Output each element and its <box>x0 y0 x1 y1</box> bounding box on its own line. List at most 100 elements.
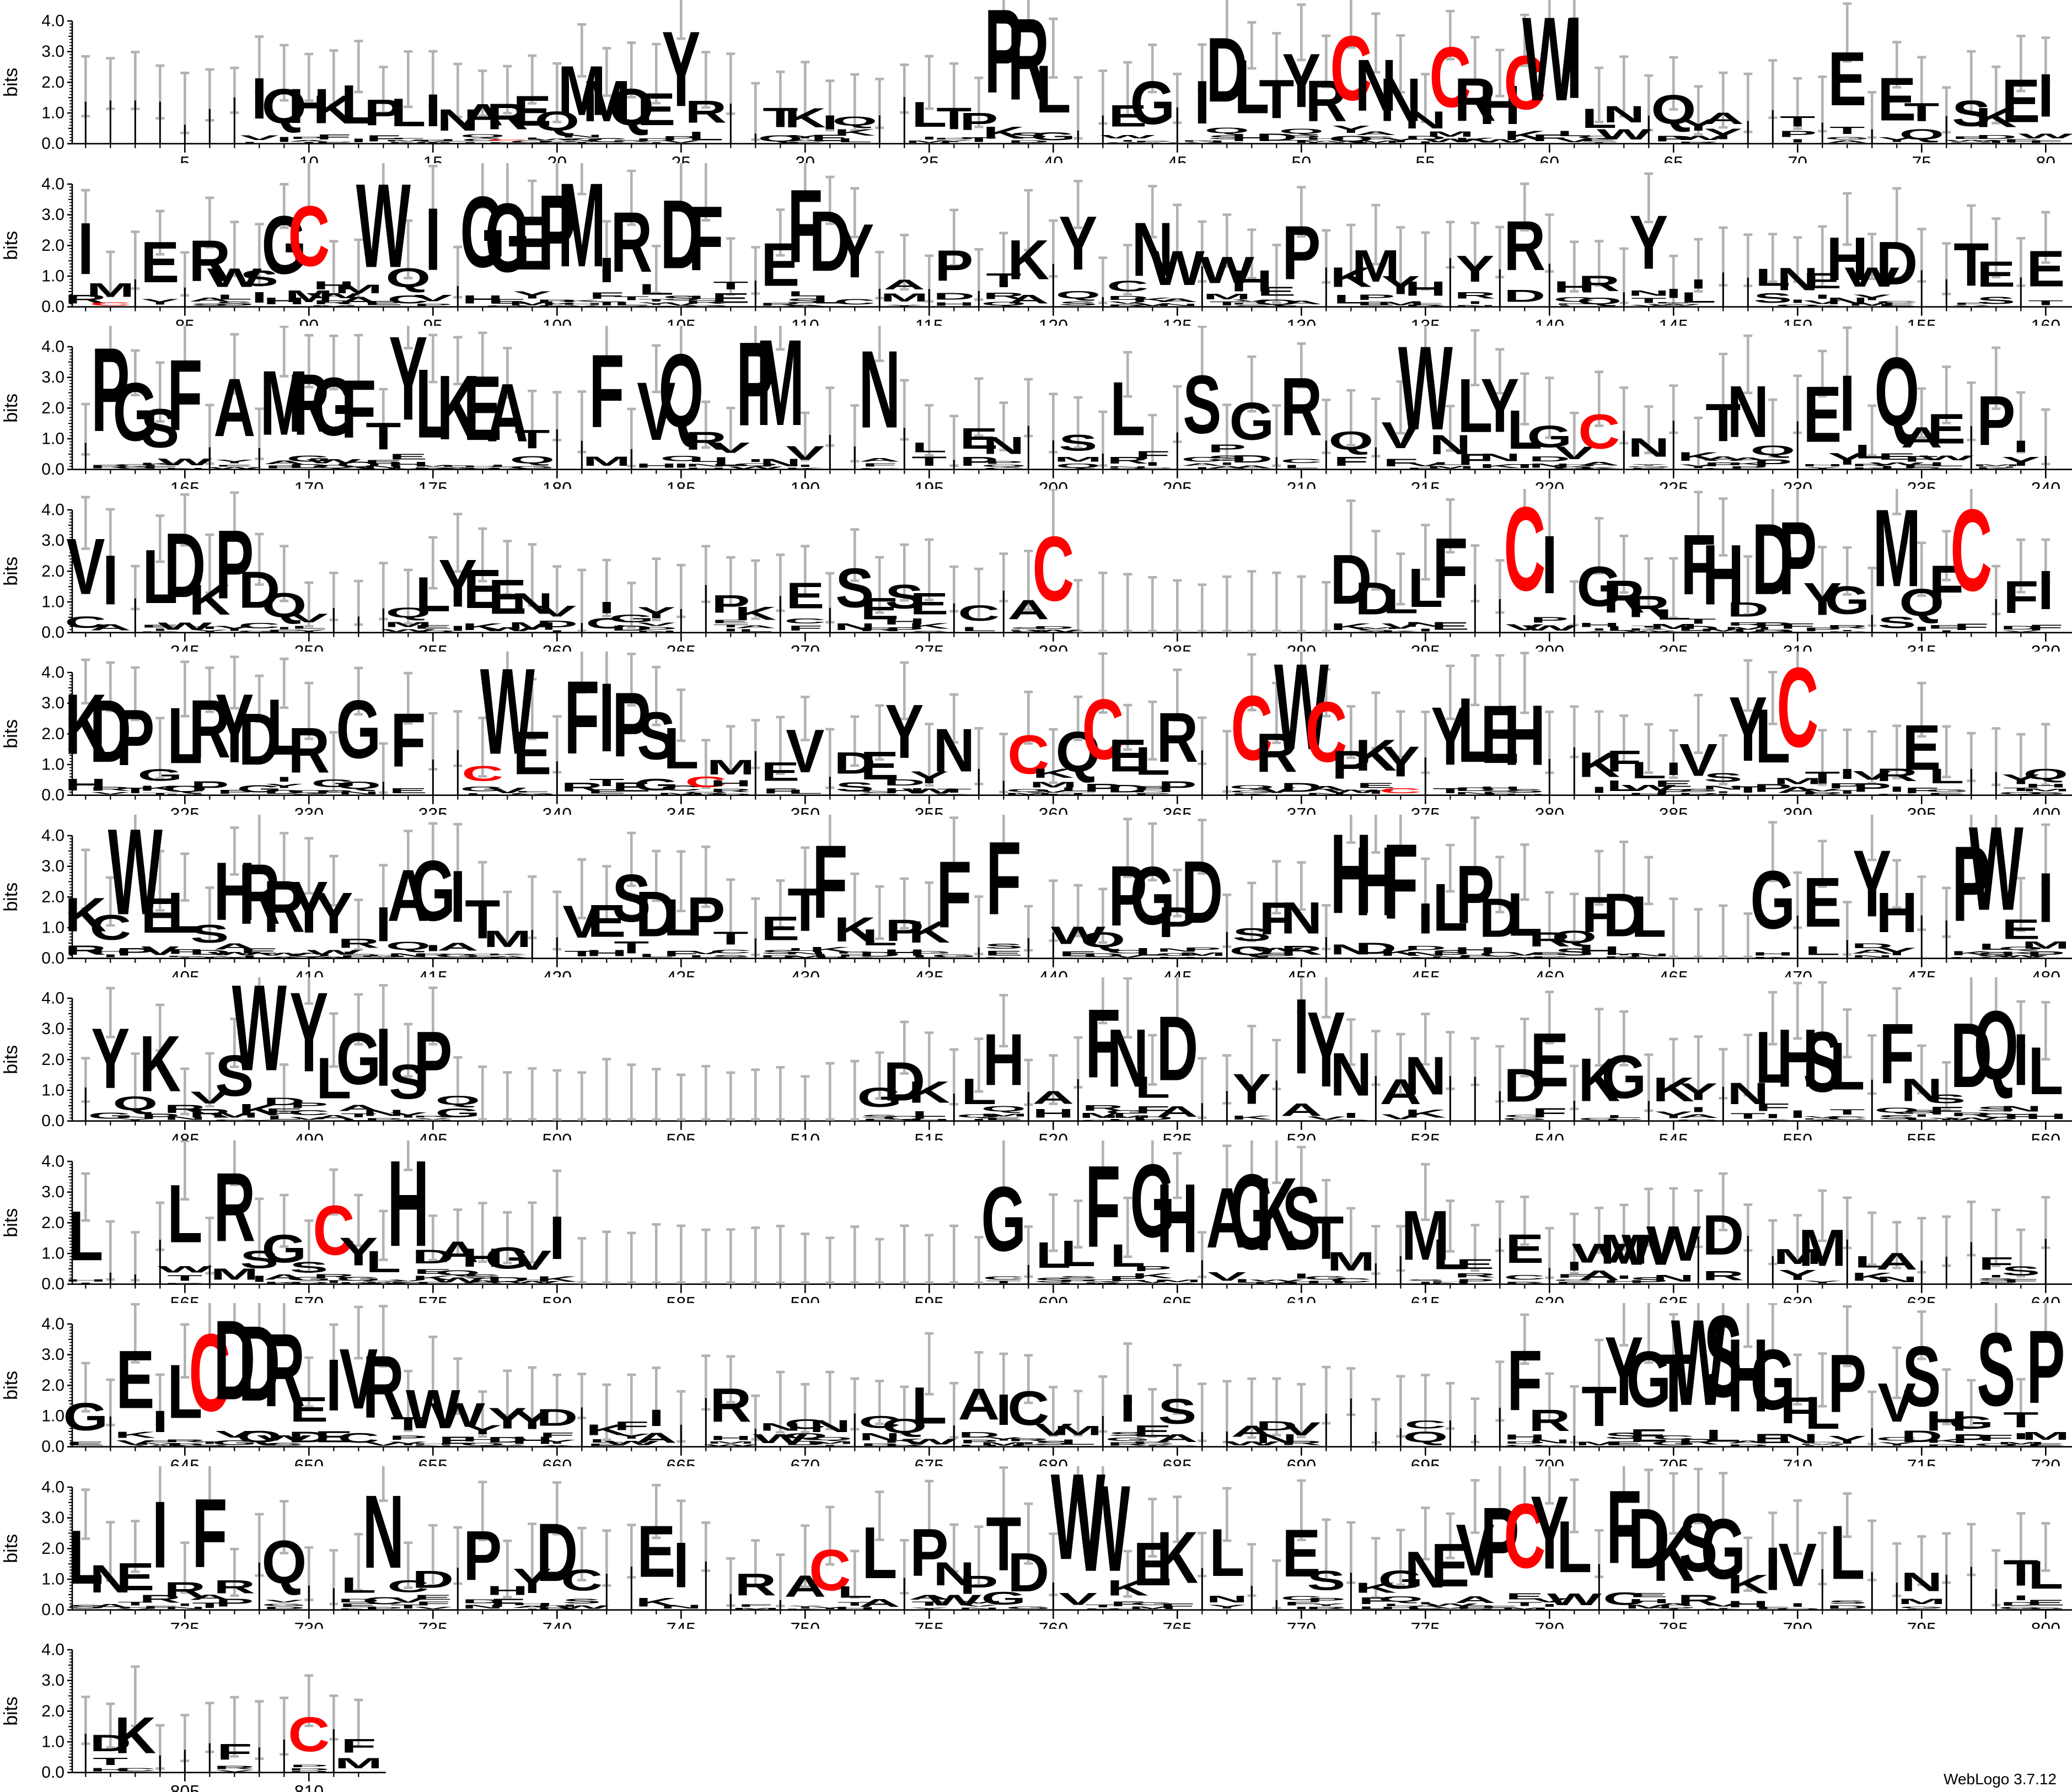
svg-text:I: I <box>1939 629 1955 632</box>
svg-text:G: G <box>509 466 555 470</box>
svg-text:L: L <box>217 293 252 301</box>
svg-text:L: L <box>1681 289 1716 305</box>
svg-text:40: 40 <box>1044 153 1064 163</box>
svg-text:S: S <box>1654 305 1693 306</box>
svg-text:550: 550 <box>1783 1131 1812 1140</box>
svg-text:Y: Y <box>215 459 254 465</box>
svg-text:485: 485 <box>170 1131 200 1140</box>
svg-text:3.0: 3.0 <box>41 1509 65 1527</box>
svg-text:505: 505 <box>667 1131 696 1140</box>
svg-text:T: T <box>167 1273 202 1283</box>
svg-text:Q: Q <box>385 939 431 952</box>
svg-text:250: 250 <box>294 642 324 652</box>
svg-text:H: H <box>710 779 751 788</box>
svg-text:700: 700 <box>1535 1456 1564 1466</box>
svg-text:270: 270 <box>791 642 820 652</box>
svg-text:385: 385 <box>1659 805 1688 815</box>
svg-text:10: 10 <box>299 153 319 163</box>
svg-text:M: M <box>881 291 928 304</box>
svg-text:C: C <box>1131 467 1173 469</box>
svg-text:4.0: 4.0 <box>41 1315 65 1333</box>
svg-text:I: I <box>1591 628 1607 631</box>
svg-text:T: T <box>2028 299 2063 306</box>
svg-text:N: N <box>660 1603 702 1609</box>
svg-text:T: T <box>514 424 550 454</box>
svg-text:G: G <box>1030 130 1076 143</box>
svg-text:E: E <box>141 230 179 294</box>
svg-text:K: K <box>536 1274 578 1284</box>
svg-text:N: N <box>1528 1438 1570 1445</box>
svg-text:F: F <box>862 462 897 468</box>
svg-text:S: S <box>2026 1607 2065 1610</box>
svg-text:P: P <box>1307 1596 1345 1602</box>
svg-text:A: A <box>1156 1432 1198 1444</box>
svg-text:190: 190 <box>791 479 820 489</box>
svg-text:T: T <box>713 279 748 292</box>
svg-text:T: T <box>1829 1107 1865 1116</box>
svg-text:I: I <box>1542 519 1558 611</box>
svg-text:Q: Q <box>1973 991 2019 1100</box>
svg-text:L: L <box>1284 305 1319 306</box>
svg-text:A: A <box>89 622 131 632</box>
svg-text:P: P <box>1282 210 1321 296</box>
svg-text:135: 135 <box>1411 316 1440 326</box>
svg-text:375: 375 <box>1411 805 1440 815</box>
svg-text:F: F <box>341 1735 376 1757</box>
svg-text:F: F <box>2003 572 2038 623</box>
svg-text:E: E <box>215 465 254 467</box>
svg-text:3.0: 3.0 <box>41 857 65 875</box>
svg-text:F: F <box>688 187 723 290</box>
svg-text:2.0: 2.0 <box>41 1539 65 1557</box>
svg-text:R: R <box>213 1765 255 1770</box>
svg-text:405: 405 <box>170 967 200 977</box>
svg-text:A: A <box>1156 297 1198 303</box>
svg-text:K: K <box>1404 1107 1446 1121</box>
svg-text:G: G <box>336 1018 381 1100</box>
svg-text:D: D <box>263 1606 305 1609</box>
svg-text:H: H <box>1504 688 1545 784</box>
svg-text:N: N <box>1280 892 1322 943</box>
svg-text:W: W <box>207 467 262 470</box>
svg-text:Y: Y <box>1207 1604 1246 1610</box>
svg-text:F: F <box>738 1603 773 1607</box>
svg-text:N: N <box>362 1473 404 1590</box>
svg-text:535: 535 <box>1411 1131 1440 1140</box>
svg-text:525: 525 <box>1163 1131 1192 1140</box>
svg-text:L: L <box>1035 52 1071 127</box>
svg-text:D: D <box>412 1566 454 1593</box>
svg-text:L: L <box>1829 1029 1865 1104</box>
svg-text:M: M <box>583 454 631 469</box>
svg-text:725: 725 <box>170 1619 200 1629</box>
svg-text:N: N <box>809 1417 851 1436</box>
svg-text:310: 310 <box>1783 642 1812 652</box>
svg-text:C: C <box>288 1707 330 1762</box>
svg-text:K: K <box>139 1019 181 1108</box>
svg-text:K: K <box>486 952 528 955</box>
svg-text:F: F <box>1333 455 1368 469</box>
svg-text:570: 570 <box>294 1293 324 1303</box>
svg-text:3.0: 3.0 <box>41 1671 65 1689</box>
svg-text:520: 520 <box>1039 1131 1068 1140</box>
svg-text:L: L <box>663 717 699 781</box>
svg-text:C: C <box>1280 458 1322 464</box>
svg-text:H: H <box>983 1019 1024 1101</box>
svg-text:C: C <box>983 467 1024 470</box>
svg-text:I: I <box>1690 1105 1706 1113</box>
svg-text:640: 640 <box>2031 1293 2060 1303</box>
svg-text:F: F <box>167 339 202 452</box>
svg-text:G: G <box>1155 1445 1200 1446</box>
svg-text:I: I <box>1666 286 1682 301</box>
svg-text:2.0: 2.0 <box>41 1213 65 1231</box>
svg-text:A: A <box>635 1430 677 1446</box>
svg-text:780: 780 <box>1535 1619 1564 1629</box>
svg-text:C: C <box>784 617 826 625</box>
svg-text:M: M <box>1898 1597 1946 1606</box>
svg-text:V: V <box>215 1770 254 1773</box>
svg-text:665: 665 <box>667 1456 696 1466</box>
svg-text:C: C <box>1826 1116 1868 1121</box>
svg-text:Y: Y <box>885 304 924 306</box>
svg-text:445: 445 <box>1163 967 1192 977</box>
svg-text:Q: Q <box>1576 295 1622 306</box>
svg-text:E: E <box>2026 1598 2065 1607</box>
svg-text:R: R <box>1578 271 1620 295</box>
